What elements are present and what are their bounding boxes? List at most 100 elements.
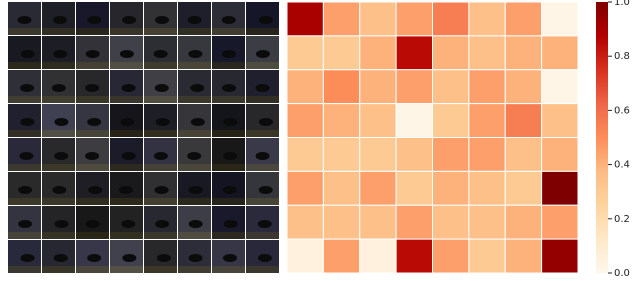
ground	[246, 164, 279, 171]
bird	[258, 254, 272, 262]
heat-cell	[542, 36, 578, 70]
bird	[52, 84, 66, 92]
ground	[246, 130, 279, 137]
bird	[88, 186, 102, 194]
heat-cell	[287, 239, 323, 273]
ground	[8, 62, 41, 69]
ground	[212, 266, 245, 273]
ground	[178, 130, 211, 137]
bird	[18, 220, 32, 228]
ground	[246, 28, 279, 35]
heat-cell	[542, 239, 578, 273]
heat-cell	[287, 138, 323, 172]
bird	[121, 220, 135, 228]
heat-cell	[287, 171, 323, 205]
bird	[20, 84, 34, 92]
ground	[246, 96, 279, 103]
colorbar-tick-label: 0.8	[614, 51, 630, 62]
bird	[17, 16, 31, 24]
ground	[76, 232, 109, 239]
ground	[212, 96, 245, 103]
heat-cell	[469, 205, 505, 239]
bird	[122, 152, 136, 160]
heat-cell	[433, 2, 469, 36]
bird	[54, 118, 68, 126]
bird	[119, 186, 133, 194]
heat-cell	[360, 171, 396, 205]
ground	[110, 28, 143, 35]
bird	[52, 186, 66, 194]
ground	[42, 28, 75, 35]
bird	[188, 16, 202, 24]
heat-cell	[433, 36, 469, 70]
heat-cell	[505, 36, 541, 70]
ground	[110, 266, 143, 273]
bird	[86, 220, 100, 228]
heat-cell	[469, 239, 505, 273]
ground	[42, 164, 75, 171]
heat-cell	[323, 2, 359, 36]
heat-cell	[542, 104, 578, 138]
bird	[87, 118, 101, 126]
bird	[256, 84, 270, 92]
image-grid	[8, 2, 279, 273]
heat-cell	[360, 36, 396, 70]
bird	[222, 84, 236, 92]
heat-cell	[396, 138, 432, 172]
heat-cell	[433, 70, 469, 104]
heat-cell	[323, 36, 359, 70]
ground	[110, 130, 143, 137]
ground	[110, 96, 143, 103]
ground	[76, 266, 109, 273]
bird	[122, 16, 136, 24]
bird	[122, 254, 136, 262]
heat-cell	[505, 205, 541, 239]
heat-cell	[469, 171, 505, 205]
heat-cell	[505, 171, 541, 205]
ground	[144, 130, 177, 137]
heat-cell	[505, 104, 541, 138]
bird	[155, 16, 169, 24]
colorbar-tick-label: 0.4	[614, 160, 630, 171]
bird	[120, 118, 134, 126]
ground	[8, 232, 41, 239]
ground	[178, 266, 211, 273]
ground	[178, 164, 211, 171]
bird	[259, 186, 273, 194]
heat-cell	[360, 2, 396, 36]
colorbar-tick-label: 1.0	[614, 0, 630, 8]
ground	[76, 28, 109, 35]
ground	[42, 130, 75, 137]
ground	[76, 130, 109, 137]
ground	[144, 28, 177, 35]
heatmap	[287, 2, 578, 273]
bird	[256, 152, 270, 160]
heat-cell	[433, 138, 469, 172]
bird	[54, 254, 68, 262]
ground	[178, 198, 211, 205]
bird	[256, 50, 270, 58]
heat-cell	[396, 70, 432, 104]
heat-cell	[360, 104, 396, 138]
heat-cell	[505, 239, 541, 273]
bird	[223, 254, 237, 262]
bird	[222, 16, 236, 24]
ground	[8, 198, 41, 205]
heat-cell	[287, 36, 323, 70]
bird	[87, 16, 101, 24]
ground	[42, 198, 75, 205]
ground	[42, 266, 75, 273]
ground	[212, 62, 245, 69]
heat-cell	[396, 205, 432, 239]
colorbar-tick-label: 0.6	[614, 105, 630, 116]
colorbar	[596, 2, 608, 273]
ground	[144, 96, 177, 103]
heat-cell	[323, 239, 359, 273]
ground	[144, 62, 177, 69]
heat-cell	[469, 104, 505, 138]
bird	[191, 118, 205, 126]
bird	[55, 220, 69, 228]
heat-cell	[360, 205, 396, 239]
heat-cell	[396, 104, 432, 138]
bird	[20, 118, 34, 126]
